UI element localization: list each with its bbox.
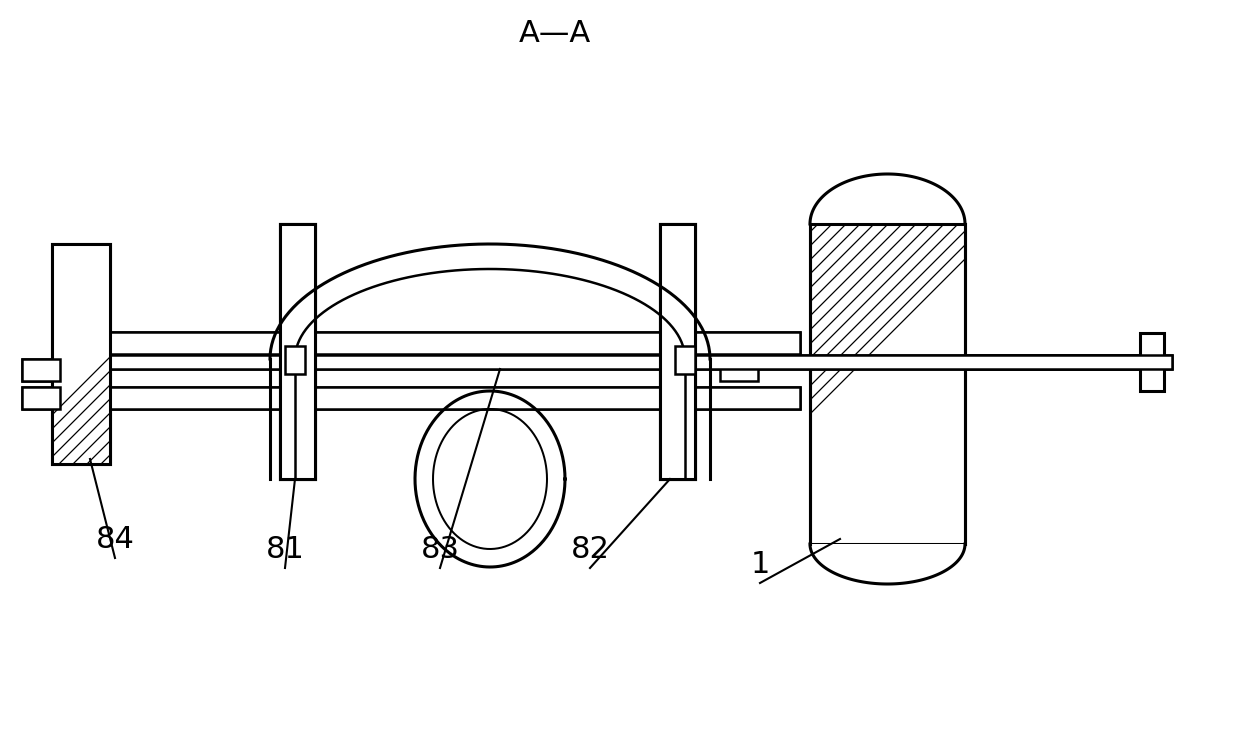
Bar xyxy=(720,359,758,381)
Bar xyxy=(110,332,800,354)
Bar xyxy=(52,355,1172,369)
Bar xyxy=(22,359,60,381)
Bar xyxy=(660,224,694,479)
Text: 81: 81 xyxy=(265,535,305,564)
Bar xyxy=(52,244,110,464)
Polygon shape xyxy=(810,544,965,594)
Bar xyxy=(660,224,694,479)
Bar xyxy=(110,332,800,354)
Bar xyxy=(22,387,60,409)
Bar xyxy=(675,346,694,374)
Text: A—A: A—A xyxy=(518,19,591,49)
Text: 84: 84 xyxy=(95,525,134,554)
Bar xyxy=(52,355,1172,369)
Bar xyxy=(280,224,315,479)
Bar xyxy=(810,224,965,544)
Bar xyxy=(285,346,305,374)
Bar xyxy=(1140,333,1164,391)
Bar xyxy=(660,224,694,479)
Text: 83: 83 xyxy=(420,535,460,564)
Bar xyxy=(22,387,60,409)
Bar xyxy=(280,224,315,479)
Bar xyxy=(110,387,800,409)
Bar xyxy=(280,224,315,479)
Bar xyxy=(52,244,110,464)
Bar xyxy=(110,387,800,409)
Text: 1: 1 xyxy=(750,550,770,579)
Bar xyxy=(22,359,60,381)
Polygon shape xyxy=(810,164,965,224)
Text: 82: 82 xyxy=(570,535,609,564)
Bar xyxy=(965,355,1149,369)
